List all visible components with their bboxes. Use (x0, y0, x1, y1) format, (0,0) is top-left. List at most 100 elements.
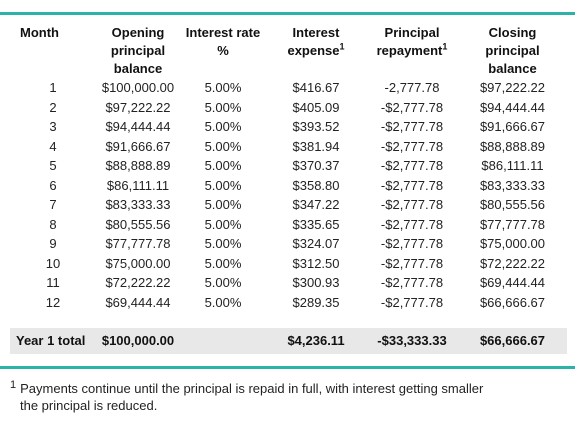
cell-interest-rate: 5.00% (204, 158, 242, 173)
cell-closing-balance: $86,111.11 (481, 158, 544, 173)
cell-interest-expense: $358.80 (292, 177, 340, 193)
table-row: 4 $91,666.67 5.00% $381.94 -$2,777.78 $88,888… (10, 137, 567, 157)
cell-month: 1 (49, 80, 57, 95)
header-month: Month (20, 25, 59, 40)
total-rate (180, 328, 266, 354)
cell-opening-balance: $94,444.44 (105, 119, 171, 134)
cell-interest-expense: $300.93 (292, 275, 340, 290)
cell-interest-expense: $381.94 (292, 138, 340, 154)
cell-interest-expense: $312.50 (292, 255, 340, 271)
cell-interest-rate: 5.00% (204, 275, 242, 290)
cell-closing-balance: $94,444.44 (479, 99, 546, 115)
header-principal-repayment: Principal repayment1 (376, 25, 448, 58)
cell-opening-balance: $69,444.44 (105, 294, 171, 310)
cell-interest-expense: $324.07 (292, 236, 340, 251)
cell-interest-expense: $335.65 (292, 216, 340, 232)
table-row: 12 $69,444.44 5.00% $289.35 -$2,777.78 $66,66… (10, 293, 567, 313)
table-row: 3 $94,444.44 5.00% $393.52 -$2,777.78 $91,666… (10, 117, 567, 137)
total-closing: $66,666.67 (479, 333, 546, 348)
cell-closing-balance: $75,000.00 (479, 236, 546, 251)
cell-interest-expense: $405.09 (292, 99, 340, 115)
cell-interest-rate: 5.00% (204, 197, 242, 212)
table-row: 10 $75,000.00 5.00% $312.50 -$2,777.78 $72,22… (10, 254, 567, 274)
header-opening-balance: Opening principal balance (110, 25, 166, 76)
cell-principal-repayment: -$2,777.78 (380, 158, 444, 173)
table-row: 11 $72,222.22 5.00% $300.93 -$2,777.78 $69,44… (10, 273, 567, 293)
cell-interest-rate: 5.00% (204, 255, 242, 271)
cell-interest-rate: 5.00% (204, 177, 242, 193)
header-interest-expense: Interest expense1 (287, 25, 345, 58)
cell-opening-balance: $100,000.00 (101, 80, 175, 95)
total-label: Year 1 total (16, 333, 86, 348)
cell-opening-balance: $77,777.78 (105, 236, 171, 251)
table-row: 6 $86,111.11 5.00% $358.80 -$2,777.78 $83,333… (10, 176, 567, 196)
cell-opening-balance: $88,888.89 (105, 158, 171, 173)
year-total-row: Year 1 total $100,000.00 $4,236.11 -$33,… (10, 328, 567, 354)
cell-closing-balance: $91,666.67 (479, 119, 546, 134)
cell-interest-rate: 5.00% (204, 80, 242, 95)
cell-principal-repayment: -$2,777.78 (380, 138, 444, 154)
cell-month: 5 (49, 158, 57, 173)
table-row: 2 $97,222.22 5.00% $405.09 -$2,777.78 $94,444… (10, 98, 567, 118)
footnote-line-1: Payments continue until the principal is… (20, 381, 484, 396)
total-interest: $4,236.11 (287, 333, 345, 348)
cell-interest-expense: $347.22 (292, 197, 340, 212)
table-row: 1 $100,000.00 5.00% $416.67 -2,777.78 $97,222… (10, 78, 567, 98)
cell-interest-expense: $370.37 (292, 158, 340, 173)
bottom-accent-rule (0, 366, 575, 369)
table-row: 8 $80,555.56 5.00% $335.65 -$2,777.78 $77,777… (10, 215, 567, 235)
cell-principal-repayment: -$2,777.78 (380, 99, 444, 115)
cell-interest-rate: 5.00% (204, 216, 242, 232)
cell-closing-balance: $69,444.44 (479, 275, 546, 290)
header-row: Month Opening principal balance Interest… (10, 24, 567, 78)
cell-month: 4 (49, 138, 57, 154)
cell-opening-balance: $80,555.56 (105, 216, 171, 232)
cell-principal-repayment: -$2,777.78 (380, 236, 444, 251)
cell-interest-expense: $289.35 (292, 294, 340, 310)
cell-principal-repayment: -$2,777.78 (380, 216, 444, 232)
cell-opening-balance: $75,000.00 (105, 255, 171, 271)
cell-closing-balance: $80,555.56 (479, 197, 546, 212)
cell-principal-repayment: -$2,777.78 (380, 255, 444, 271)
cell-interest-rate: 5.00% (204, 138, 242, 154)
footnote: 1 Payments continue until the principal i… (10, 378, 565, 414)
table-row: 7 $83,333.33 5.00% $347.22 -$2,777.78 $80,555… (10, 195, 567, 215)
amortization-table: Month Opening principal balance Interest… (10, 24, 567, 312)
cell-principal-repayment: -$2,777.78 (380, 294, 444, 310)
cell-principal-repayment: -2,777.78 (384, 80, 440, 95)
cell-interest-rate: 5.00% (204, 236, 242, 251)
table-row: 5 $88,888.89 5.00% $370.37 -$2,777.78 $86,111… (10, 156, 567, 176)
cell-interest-rate: 5.00% (204, 99, 242, 115)
cell-closing-balance: $97,222.22 (479, 80, 546, 95)
cell-interest-expense: $393.52 (292, 119, 340, 134)
cell-month: 6 (49, 177, 57, 193)
cell-opening-balance: $86,111.11 (106, 177, 170, 193)
cell-principal-repayment: -$2,777.78 (380, 177, 444, 193)
cell-closing-balance: $83,333.33 (479, 177, 546, 193)
cell-principal-repayment: -$2,777.78 (380, 119, 444, 134)
cell-month: 2 (49, 99, 57, 115)
cell-month: 3 (49, 119, 57, 134)
cell-interest-expense: $416.67 (292, 80, 340, 95)
cell-opening-balance: $97,222.22 (105, 99, 171, 115)
total-principal: -$33,333.33 (377, 333, 447, 348)
top-accent-rule (0, 12, 575, 15)
footnote-ref: 1 (339, 41, 345, 52)
cell-interest-rate: 5.00% (204, 294, 242, 310)
cell-closing-balance: $88,888.89 (479, 138, 546, 154)
cell-month: 10 (45, 255, 61, 271)
footnote-ref: 1 (442, 41, 448, 52)
cell-opening-balance: $83,333.33 (105, 197, 171, 212)
header-interest-rate: Interest rate % (185, 25, 261, 58)
table-body: 1 $100,000.00 5.00% $416.67 -2,777.78 $97,222… (10, 78, 567, 312)
cell-month: 11 (46, 275, 60, 290)
cell-month: 7 (49, 197, 57, 212)
cell-closing-balance: $72,222.22 (479, 255, 546, 271)
footnote-marker: 1 (10, 378, 17, 391)
cell-closing-balance: $66,666.67 (479, 294, 546, 310)
cell-principal-repayment: -$2,777.78 (380, 197, 444, 212)
cell-month: 9 (49, 236, 57, 251)
cell-closing-balance: $77,777.78 (479, 216, 546, 232)
cell-interest-rate: 5.00% (204, 119, 242, 134)
cell-opening-balance: $91,666.67 (105, 138, 171, 154)
